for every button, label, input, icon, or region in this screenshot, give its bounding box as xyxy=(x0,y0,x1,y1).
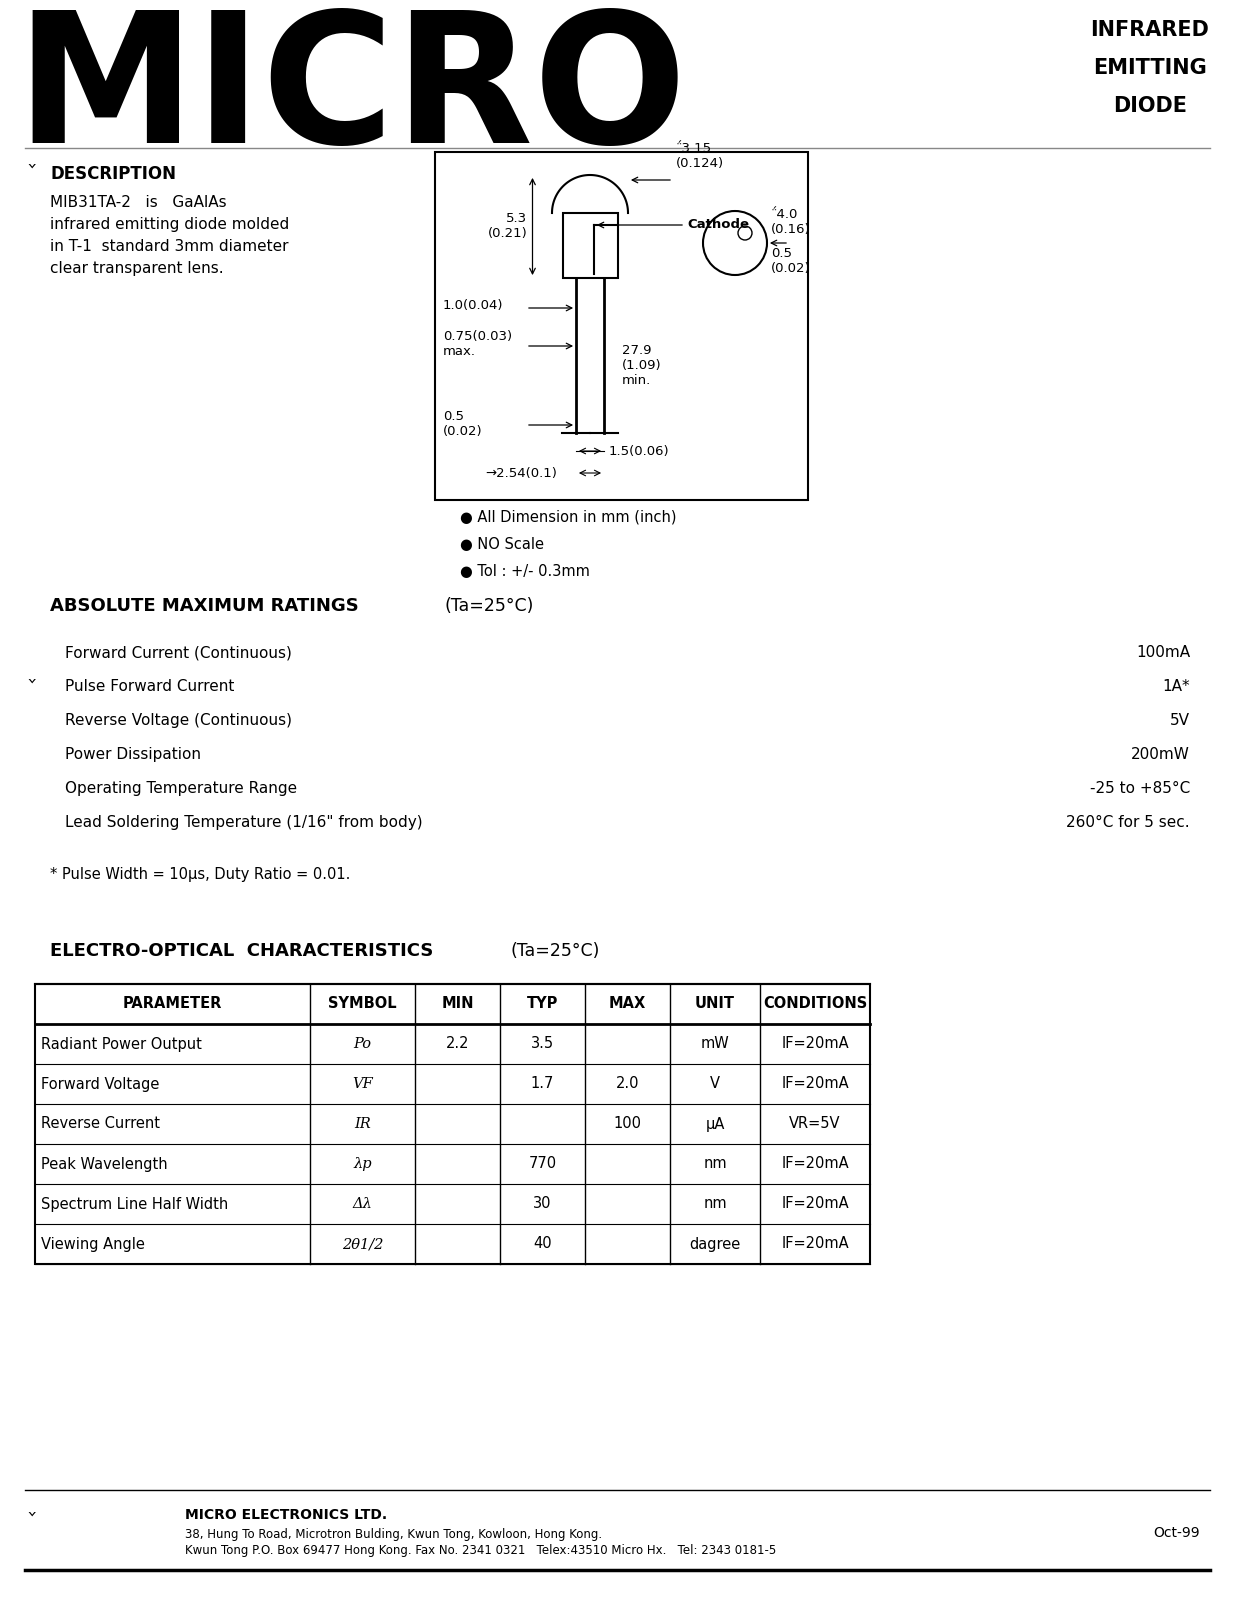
Text: Viewing Angle: Viewing Angle xyxy=(41,1237,145,1251)
Text: 40: 40 xyxy=(533,1237,552,1251)
Text: Kwun Tong P.O. Box 69477 Hong Kong. Fax No. 2341 0321   Telex:43510 Micro Hx.   : Kwun Tong P.O. Box 69477 Hong Kong. Fax … xyxy=(186,1544,777,1557)
Text: Lead Soldering Temperature (1/16" from body): Lead Soldering Temperature (1/16" from b… xyxy=(66,814,423,830)
Text: Oct-99: Oct-99 xyxy=(1153,1526,1200,1539)
Text: λp: λp xyxy=(354,1157,372,1171)
Text: MAX: MAX xyxy=(609,997,646,1011)
Text: Po: Po xyxy=(354,1037,371,1051)
Text: MICRO: MICRO xyxy=(15,5,687,181)
Text: dagree: dagree xyxy=(689,1237,741,1251)
Text: CONDITIONS: CONDITIONS xyxy=(763,997,867,1011)
Text: IR: IR xyxy=(354,1117,371,1131)
Text: TYP: TYP xyxy=(527,997,558,1011)
Text: μA: μA xyxy=(705,1117,725,1131)
Text: Peak Wavelength: Peak Wavelength xyxy=(41,1157,168,1171)
Text: 100mA: 100mA xyxy=(1136,645,1190,659)
Text: ΅3.15
(0.124): ΅3.15 (0.124) xyxy=(675,142,724,170)
Text: -25 to +85°C: -25 to +85°C xyxy=(1090,781,1190,795)
Text: INFRARED: INFRARED xyxy=(1091,19,1210,40)
Text: →2.54(0.1): →2.54(0.1) xyxy=(485,467,557,480)
Text: 30: 30 xyxy=(533,1197,552,1211)
Text: 3.5: 3.5 xyxy=(531,1037,554,1051)
Text: DIODE: DIODE xyxy=(1113,96,1188,117)
Text: clear transparent lens.: clear transparent lens. xyxy=(49,261,224,275)
Text: Forward Voltage: Forward Voltage xyxy=(41,1077,160,1091)
Text: nm: nm xyxy=(703,1197,727,1211)
Bar xyxy=(563,213,617,278)
Text: PARAMETER: PARAMETER xyxy=(122,997,223,1011)
Text: mW: mW xyxy=(700,1037,730,1051)
Text: 200mW: 200mW xyxy=(1131,747,1190,762)
Text: Forward Current (Continuous): Forward Current (Continuous) xyxy=(66,645,292,659)
Text: 1.5(0.06): 1.5(0.06) xyxy=(609,445,669,458)
Text: IF=20mA: IF=20mA xyxy=(782,1237,849,1251)
Text: MICRO ELECTRONICS LTD.: MICRO ELECTRONICS LTD. xyxy=(186,1507,387,1522)
Text: 5.3
(0.21): 5.3 (0.21) xyxy=(487,213,527,240)
Bar xyxy=(35,984,870,1264)
Text: IF=20mA: IF=20mA xyxy=(782,1197,849,1211)
Text: 2θ1/2: 2θ1/2 xyxy=(341,1237,383,1251)
Text: (Ta=25°C): (Ta=25°C) xyxy=(510,942,600,960)
Text: IF=20mA: IF=20mA xyxy=(782,1157,849,1171)
Text: MIB31TA-2   is   GaAlAs: MIB31TA-2 is GaAlAs xyxy=(49,195,226,210)
Text: 1A*: 1A* xyxy=(1163,678,1190,694)
Text: Reverse Current: Reverse Current xyxy=(41,1117,160,1131)
Text: VF: VF xyxy=(353,1077,372,1091)
Text: 0.5
(0.02): 0.5 (0.02) xyxy=(443,410,482,438)
Text: Cathode: Cathode xyxy=(687,219,748,232)
Text: * Pulse Width = 10μs, Duty Ratio = 0.01.: * Pulse Width = 10μs, Duty Ratio = 0.01. xyxy=(49,867,350,882)
Text: ● Tol : +/- 0.3mm: ● Tol : +/- 0.3mm xyxy=(460,565,590,579)
Text: 100: 100 xyxy=(614,1117,642,1131)
Text: MIN: MIN xyxy=(442,997,474,1011)
Text: 0.75(0.03)
max.: 0.75(0.03) max. xyxy=(443,330,512,358)
Text: (Ta=25°C): (Ta=25°C) xyxy=(445,597,534,614)
Text: Pulse Forward Current: Pulse Forward Current xyxy=(66,678,234,694)
Text: 38, Hung To Road, Microtron Bulding, Kwun Tong, Kowloon, Hong Kong.: 38, Hung To Road, Microtron Bulding, Kwu… xyxy=(186,1528,602,1541)
Text: 0.5
(0.02): 0.5 (0.02) xyxy=(771,246,810,275)
Text: IF=20mA: IF=20mA xyxy=(782,1077,849,1091)
Text: Spectrum Line Half Width: Spectrum Line Half Width xyxy=(41,1197,229,1211)
Text: SYMBOL: SYMBOL xyxy=(328,997,397,1011)
Text: ● NO Scale: ● NO Scale xyxy=(460,538,544,552)
Text: ΅4.0
(0.16): ΅4.0 (0.16) xyxy=(771,208,810,235)
Text: Operating Temperature Range: Operating Temperature Range xyxy=(66,781,297,795)
Text: 2.2: 2.2 xyxy=(445,1037,469,1051)
Text: in T-1  standard 3mm diameter: in T-1 standard 3mm diameter xyxy=(49,238,288,254)
Text: DESCRIPTION: DESCRIPTION xyxy=(49,165,176,182)
Text: ABSOLUTE MAXIMUM RATINGS: ABSOLUTE MAXIMUM RATINGS xyxy=(49,597,359,614)
Text: 27.9
(1.09)
min.: 27.9 (1.09) min. xyxy=(622,344,662,387)
Text: ELECTRONICS: ELECTRONICS xyxy=(226,19,240,122)
Text: 770: 770 xyxy=(528,1157,557,1171)
Text: VR=5V: VR=5V xyxy=(789,1117,841,1131)
Text: ELECTRO-OPTICAL  CHARACTERISTICS: ELECTRO-OPTICAL CHARACTERISTICS xyxy=(49,942,433,960)
Text: V: V xyxy=(710,1077,720,1091)
Text: 2.0: 2.0 xyxy=(616,1077,640,1091)
Text: UNIT: UNIT xyxy=(695,997,735,1011)
Text: ● All Dimension in mm (inch): ● All Dimension in mm (inch) xyxy=(460,510,677,525)
Text: 1.0(0.04): 1.0(0.04) xyxy=(443,299,503,312)
Text: ‸: ‸ xyxy=(28,162,36,182)
Text: ‸: ‸ xyxy=(28,1510,36,1530)
Text: infrared emitting diode molded: infrared emitting diode molded xyxy=(49,218,289,232)
Text: 1.7: 1.7 xyxy=(531,1077,554,1091)
Bar xyxy=(435,152,808,499)
Text: Δλ: Δλ xyxy=(353,1197,372,1211)
Text: Power Dissipation: Power Dissipation xyxy=(66,747,200,762)
Text: Radiant Power Output: Radiant Power Output xyxy=(41,1037,202,1051)
Text: IF=20mA: IF=20mA xyxy=(782,1037,849,1051)
Text: Reverse Voltage (Continuous): Reverse Voltage (Continuous) xyxy=(66,714,292,728)
Text: ‸: ‸ xyxy=(28,677,36,698)
Text: 260°C for 5 sec.: 260°C for 5 sec. xyxy=(1066,814,1190,830)
Text: EMITTING: EMITTING xyxy=(1094,58,1207,78)
Text: nm: nm xyxy=(703,1157,727,1171)
Text: 5V: 5V xyxy=(1170,714,1190,728)
